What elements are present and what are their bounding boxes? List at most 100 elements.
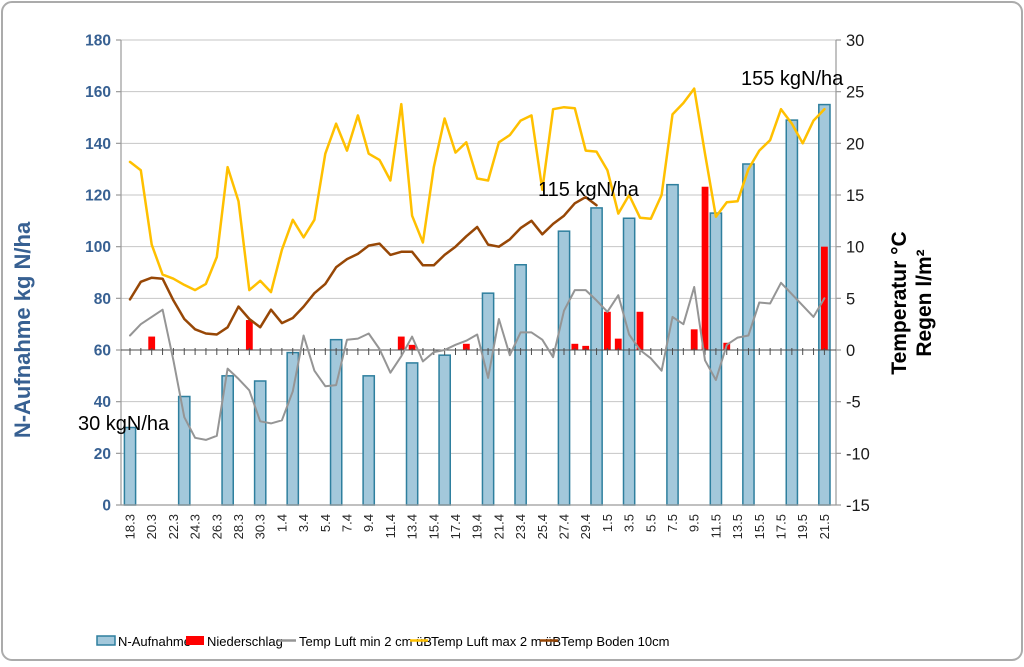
n-aufnahme-bar [405,362,419,506]
left-axis-value: 60 [94,343,111,360]
x-axis-label: 3.5 [622,514,637,532]
legend: N-Aufnahme Niederschlag Temp Luft min 2 … [96,634,669,649]
x-axis-label: 17.5 [774,514,789,539]
x-axis-label: 7.5 [665,514,680,532]
left-axis-value: 0 [102,498,111,515]
right-axis-value: 30 [846,32,864,50]
niederschlag-bar [582,345,590,350]
n-aufnahme-bar [362,375,376,506]
x-axis-label: 1.5 [600,514,615,532]
left-axis-value: 140 [85,136,111,153]
right-axis-value: 15 [846,187,864,205]
x-axis-label: 26.3 [209,514,224,539]
legend-swatch-n-aufnahme [96,635,116,646]
x-axis-label: 19.5 [795,514,810,539]
n-aufnahme-bar [590,207,603,506]
x-axis-label: 11.4 [383,514,398,538]
axis-labels-layer: 0 20 40 60 80 100 120 140 160 180 -15 -10 -5 0 5 10 15 20… [85,32,870,539]
niederschlag-bar [245,320,253,350]
left-axis-value: 100 [85,239,111,256]
n-aufnahme-bar [253,380,267,506]
x-axis-label: 17.4 [448,514,463,539]
x-axis-label: 5.5 [643,514,658,532]
x-axis-label: 27.4 [557,514,572,539]
right-axis-value: 10 [846,239,864,257]
niederschlag-bar [462,343,470,350]
right-axis-value: -10 [846,445,870,463]
temp-boden-line [128,195,598,336]
x-axis-label: 23.4 [513,514,528,539]
right-axis-title-line1: Temperatur °C [888,231,911,374]
annotation-30kg: 30 kgN/ha [78,413,170,435]
n-aufnahme-bar [481,292,495,506]
x-axis-label: 22.3 [166,514,181,539]
x-axis-label: 25.4 [535,514,550,539]
left-axis-value: 80 [94,291,111,308]
niederschlag-bar [614,338,622,350]
left-axis-value: 40 [94,394,111,411]
x-axis-label: 3.4 [296,514,311,532]
niederschlag-bar [604,311,611,350]
x-axis-label: 9.4 [361,514,376,532]
x-axis-label: 11.5 [708,514,723,538]
legend-label-niederschlag: Niederschlag [207,634,283,649]
left-axis-title: N-Aufnahme kg N/ha [10,221,35,438]
niederschlag-bar [408,344,416,350]
n-aufnahme-bar [785,119,799,506]
n-aufnahme-bar [666,183,679,506]
niederschlag-bar [148,336,156,350]
right-axis-title-line2: Regen l/m² [913,249,936,356]
niederschlag-bar [571,343,579,350]
left-axis-value: 120 [85,188,111,205]
x-axis-label: 24.3 [188,514,203,539]
legend-label-temp-min: Temp Luft min 2 cm üB [299,634,432,649]
right-axis-value: 5 [846,290,855,308]
legend-label-temp-boden: Temp Boden 10cm [561,634,669,649]
right-axis-value: 25 [846,84,864,102]
x-axis-label: 13.5 [730,514,745,539]
n-aufnahme-bar [514,264,527,506]
right-axis-value: -15 [846,497,870,515]
x-axis-label: 28.3 [231,514,246,539]
x-axis-label: 30.3 [253,514,268,539]
n-aufnahme-bar [622,217,636,506]
x-axis-label: 7.4 [340,514,355,532]
x-axis-label: 15.4 [426,514,441,539]
left-axis-value: 160 [85,84,111,101]
niederschlag-bar [397,336,405,350]
left-axis-value: 180 [85,33,111,50]
niederschlag-bar [701,186,709,350]
right-axis-value: 0 [846,342,855,360]
legend-label-temp-max: Temp Luft max 2 m üB [431,634,561,649]
niederschlag-bar [636,311,644,350]
legend-label-n-aufnahme: N-Aufnahme [118,634,191,649]
x-axis-label: 13.4 [405,514,420,539]
right-axis-value: 20 [846,135,864,153]
x-axis-label: 5.4 [318,514,333,532]
x-axis-label: 21.4 [491,514,506,539]
x-axis-label: 18.3 [123,514,138,539]
legend-swatch-niederschlag [186,636,204,645]
x-axis-label: 20.3 [144,514,159,539]
n-aufnahme-bar [709,212,723,506]
temp-max-line [128,87,826,294]
x-axis-label: 19.4 [470,514,485,539]
niederschlag-bar [690,329,698,350]
n-aufnahme-bar [557,230,571,506]
annotation-115kg: 115 kgN/ha [538,179,640,201]
left-axis-value: 20 [94,446,111,463]
x-axis-label: 29.4 [578,514,593,539]
n-aufnahme-bar [123,426,137,506]
annotation-155kg: 155 kgN/ha [741,68,844,90]
x-axis-label: 15.5 [752,514,767,539]
x-axis-label: 9.5 [687,514,702,532]
x-axis-label: 1.4 [274,514,289,532]
temp-min-line [129,281,826,441]
n-aufnahme-bar [438,354,451,506]
line-series-layer [128,87,826,441]
right-axis-value: -5 [846,394,861,412]
x-axis-label: 21.5 [817,514,832,539]
